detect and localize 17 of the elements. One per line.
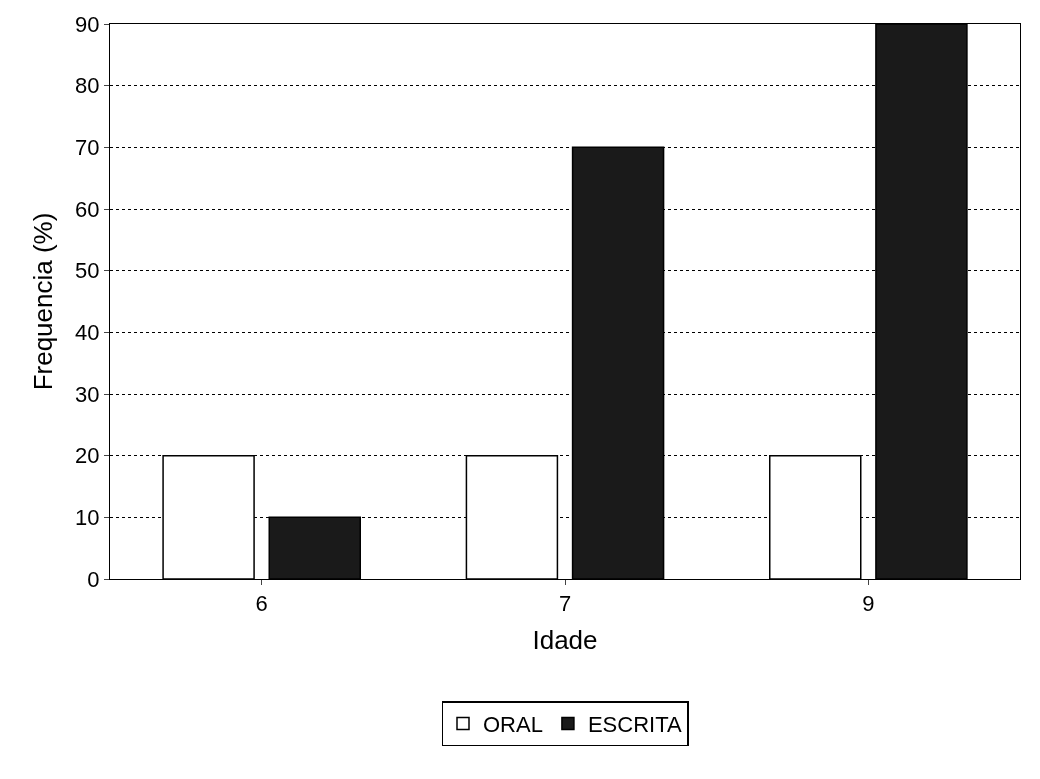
y-axis-title: Frequencia (%) [27, 212, 58, 391]
y-tick-label: 70 [75, 135, 100, 161]
x-tick-label: 6 [255, 591, 268, 617]
y-tick-label: 40 [75, 320, 100, 346]
x-tick-label: 9 [862, 591, 875, 617]
y-tick-label: 50 [75, 258, 100, 284]
y-tick-label: 0 [87, 566, 100, 592]
y-tick-label: 90 [75, 11, 100, 37]
y-tick-label: 20 [75, 443, 100, 469]
y-tick-label: 10 [75, 505, 100, 531]
legend-label: ORAL [483, 711, 543, 737]
x-axis-title: Idade [532, 625, 598, 656]
y-tick-label: 60 [75, 196, 100, 222]
y-tick-label: 80 [75, 73, 100, 99]
x-tick-label: 7 [558, 591, 572, 617]
legend-label: ESCRITA [587, 711, 682, 737]
y-tick-label: 30 [75, 381, 100, 407]
